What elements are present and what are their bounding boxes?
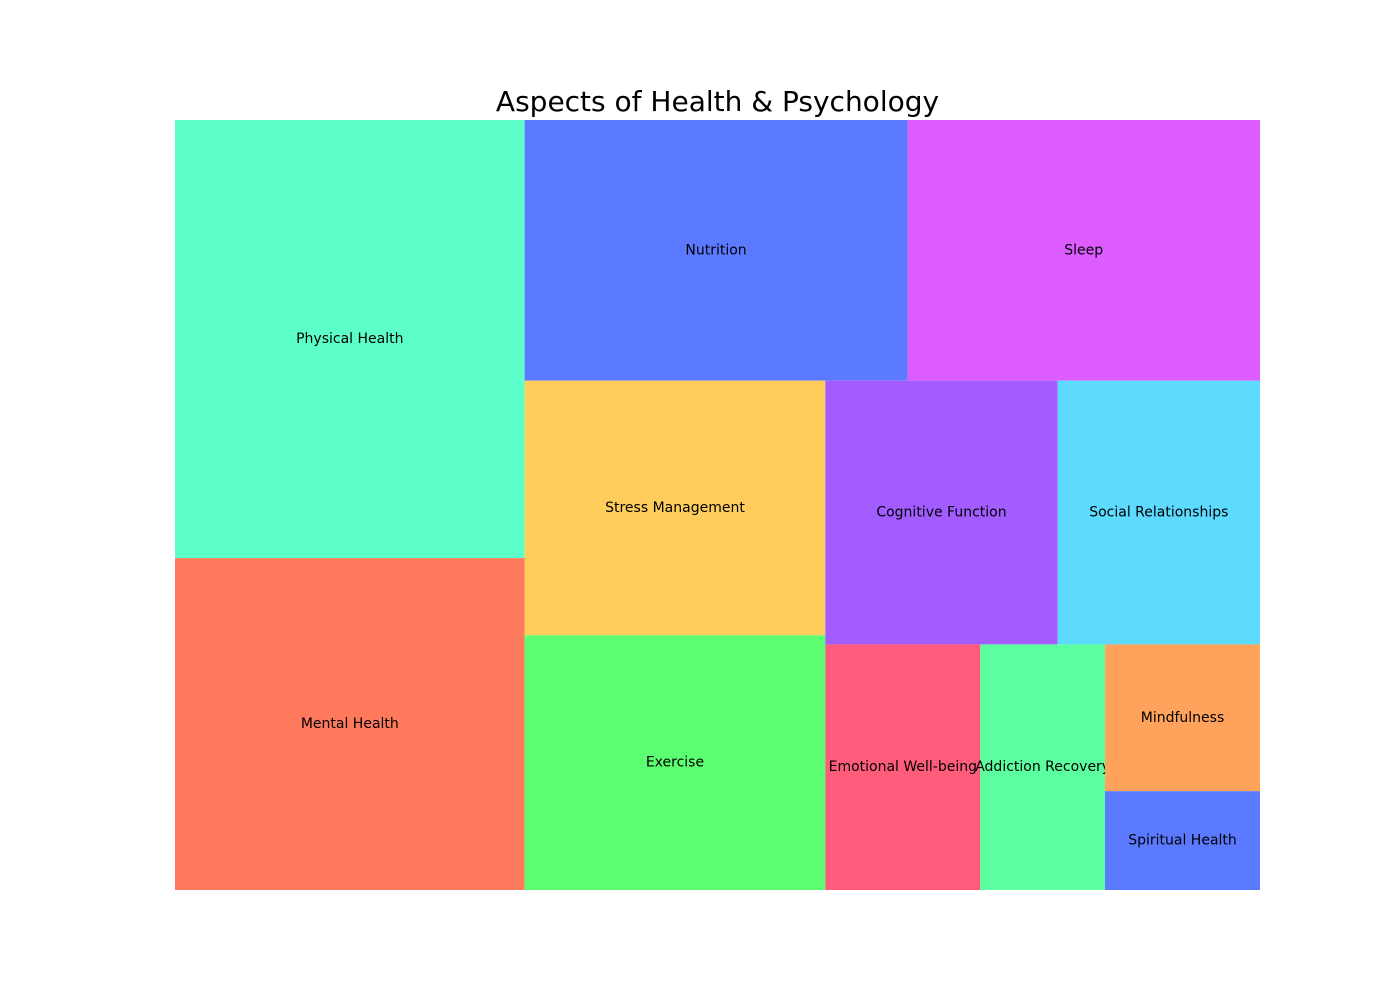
tile-label-mental-health: Mental Health: [301, 716, 399, 732]
tile-mindfulness: [1105, 644, 1260, 792]
tile-label-physical-health: Physical Health: [296, 331, 403, 347]
tile-spiritual-health: [1105, 791, 1260, 890]
tile-emotional-well-being: [825, 644, 981, 890]
tile-label-nutrition: Nutrition: [685, 242, 746, 258]
tile-nutrition: [524, 120, 908, 381]
tile-physical-health: [175, 120, 525, 559]
tile-label-sleep: Sleep: [1064, 242, 1103, 258]
tile-label-stress-management: Stress Management: [605, 500, 745, 516]
tile-label-spiritual-health: Spiritual Health: [1128, 833, 1237, 849]
tile-label-cognitive-function: Cognitive Function: [876, 505, 1006, 521]
tile-stress-management: [524, 380, 826, 636]
tile-label-emotional-well-being: Emotional Well-being: [829, 759, 977, 775]
tile-label-mindfulness: Mindfulness: [1141, 710, 1225, 726]
tile-sleep: [907, 120, 1260, 381]
tile-social-relationships: [1057, 380, 1260, 645]
treemap-tiles: Physical Health Mental Health Nutrition Sle…: [175, 120, 1260, 890]
tile-label-social-relationships: Social Relationships: [1089, 505, 1228, 521]
tile-label-exercise: Exercise: [646, 755, 704, 771]
tile-exercise: [524, 635, 826, 890]
tile-cognitive-function: [825, 380, 1058, 645]
tile-addiction-recovery: [980, 644, 1106, 890]
chart-title: Aspects of Health & Psychology: [495, 85, 940, 118]
tile-mental-health: [175, 558, 525, 890]
tile-label-addiction-recovery: Addiction Recovery: [975, 759, 1110, 775]
